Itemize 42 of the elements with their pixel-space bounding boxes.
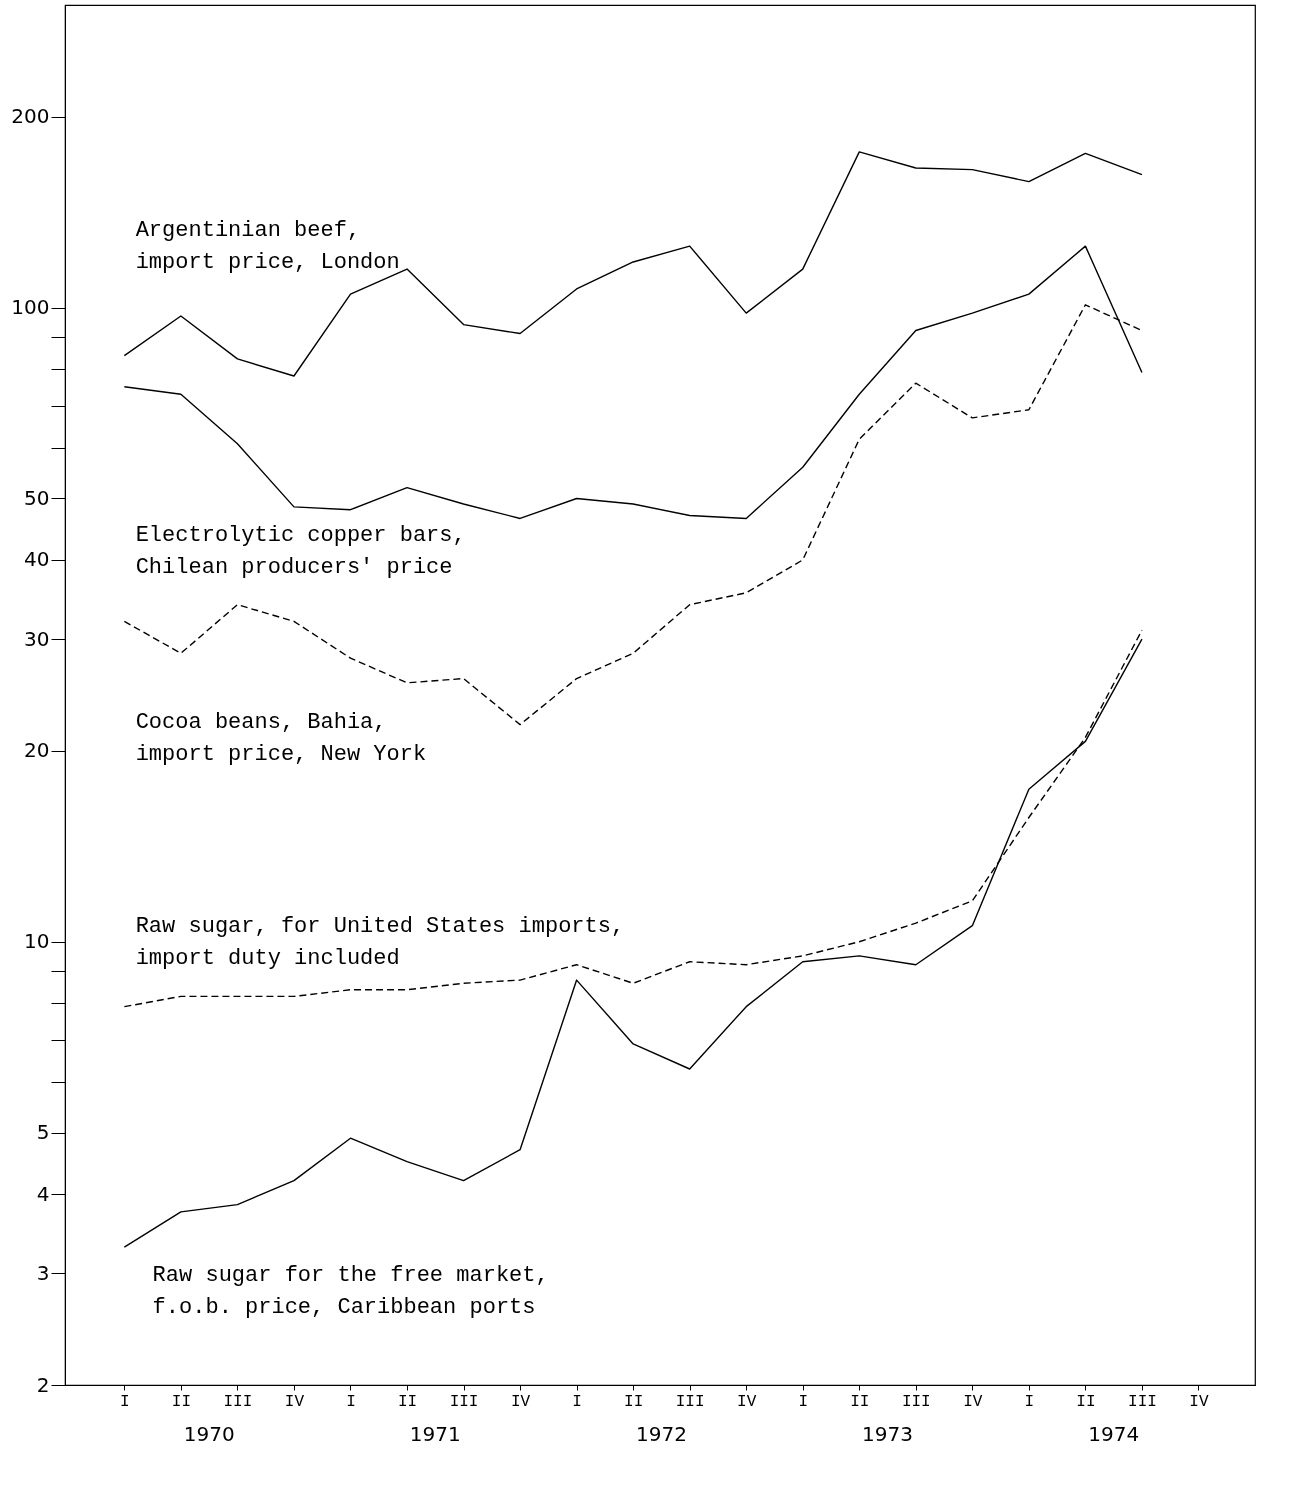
x-tick-label: II: [624, 1392, 644, 1411]
line-series: [123, 151, 1143, 377]
x-tick-label: III: [675, 1392, 705, 1411]
series-label: Cocoa beans, Bahia, import price, New York: [135, 710, 427, 768]
series-label: Raw sugar for the free market, f.o.b. price, Caribbean ports: [152, 1263, 549, 1321]
x-tick-label: III: [449, 1392, 479, 1411]
x-tick-label: I: [798, 1392, 809, 1411]
y-tick-label: 5: [36, 1120, 50, 1145]
x-tick-label: III: [901, 1392, 931, 1411]
x-tick-label: I: [572, 1392, 582, 1411]
y-tick-label: 40: [24, 547, 50, 572]
x-tick-label: II: [171, 1392, 191, 1411]
y-tick-label: 4: [36, 1181, 50, 1206]
x-tick-label: II: [1076, 1392, 1096, 1411]
x-tick-label: I: [120, 1392, 130, 1411]
y-tick-label: 100: [11, 295, 50, 320]
x-tick-label: I: [1024, 1392, 1035, 1411]
y-tick-label: 10: [24, 929, 50, 954]
x-tick-label: IV: [737, 1392, 757, 1411]
y-tick-label: 30: [24, 626, 50, 651]
series-label: Electrolytic copper bars, Chilean producers' price: [135, 523, 466, 581]
series-label: Raw sugar, for United States imports, import duty included: [135, 914, 625, 972]
text: 1970: [183, 1422, 235, 1446]
x-tick-label: IV: [510, 1392, 531, 1411]
text: 1971: [409, 1422, 461, 1446]
x-tick-label: III: [1128, 1392, 1157, 1411]
y-tick-label: 20: [24, 738, 50, 763]
y-tick-label: 50: [24, 485, 50, 510]
series-label: Argentinian beef, import price, London: [135, 217, 400, 275]
y-tick-label: 2: [36, 1372, 50, 1397]
text: 1973: [862, 1422, 913, 1446]
text: 1972: [635, 1422, 687, 1446]
x-tick-label: III: [223, 1392, 253, 1411]
y-tick-label: 200: [11, 104, 50, 129]
x-tick-label: IV: [963, 1392, 983, 1411]
x-tick-label: IV: [284, 1392, 305, 1411]
x-tick-label: II: [850, 1392, 870, 1411]
x-tick-label: I: [346, 1392, 356, 1411]
x-tick-label: II: [397, 1392, 418, 1411]
text: 1974: [1088, 1422, 1140, 1446]
x-tick-label: IV: [1189, 1392, 1209, 1411]
y-tick-label: 3: [36, 1260, 50, 1285]
